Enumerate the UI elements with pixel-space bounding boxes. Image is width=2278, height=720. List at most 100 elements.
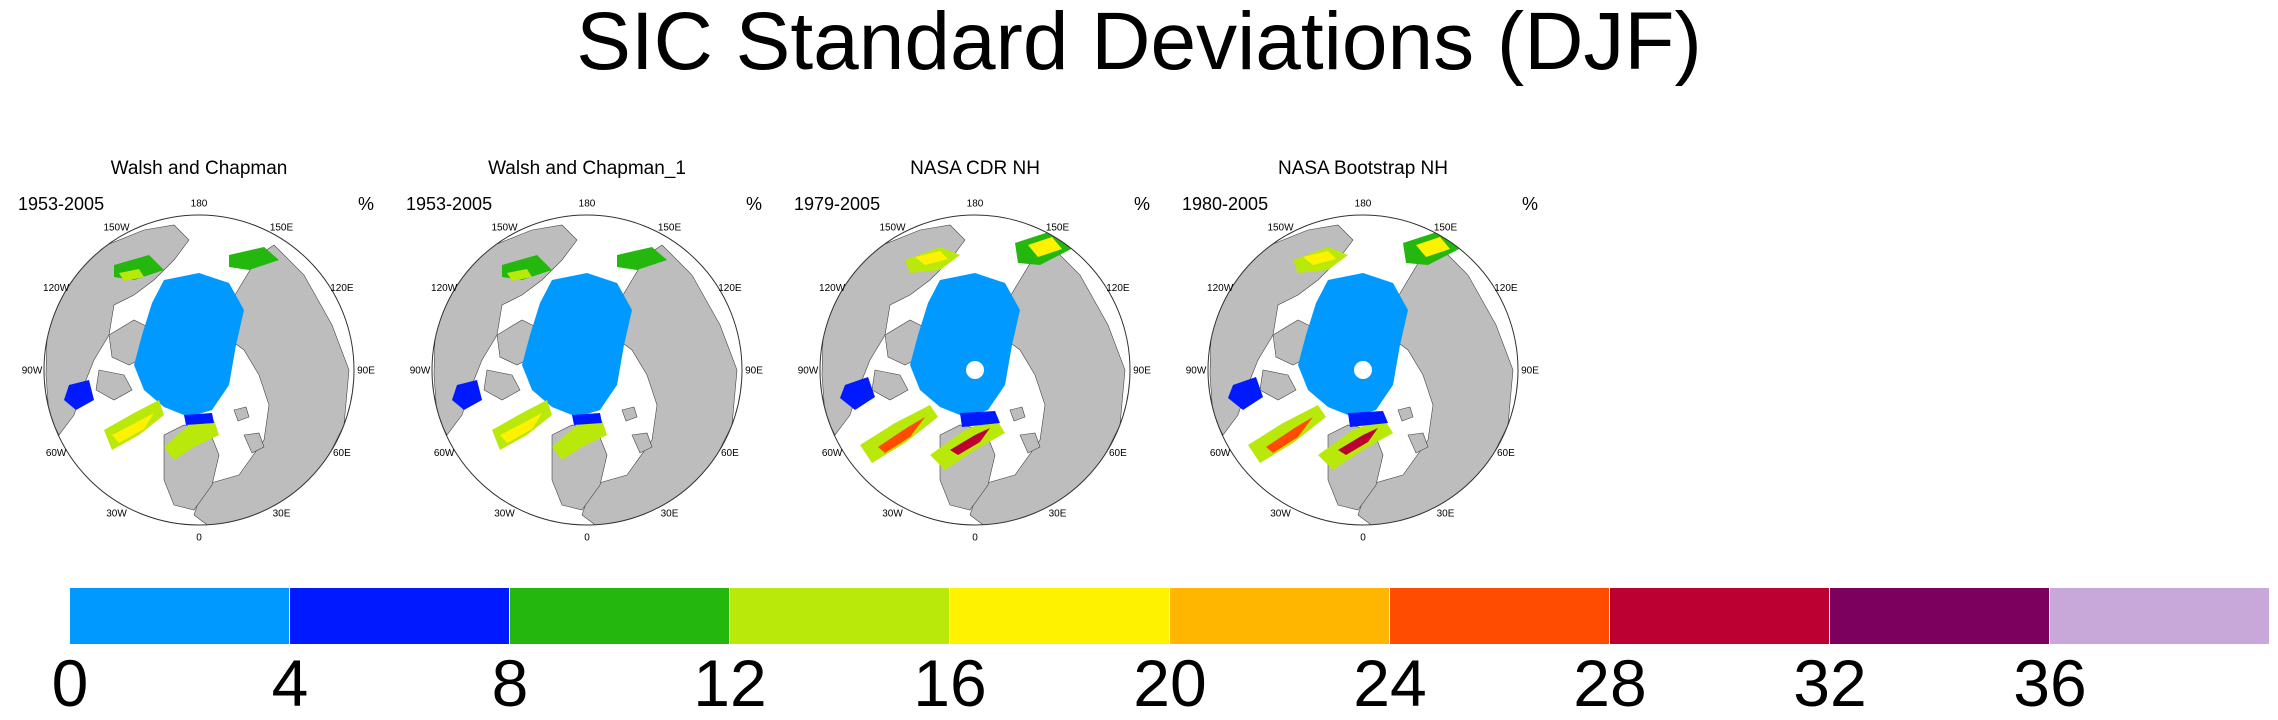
- land-mass: [233, 406, 250, 422]
- pole-hole: [966, 361, 984, 379]
- colorbar-box: [950, 588, 1170, 644]
- land-mass: [1407, 432, 1429, 454]
- colorbar-tick-label: 12: [693, 646, 767, 720]
- longitude-label: 30E: [1049, 508, 1067, 519]
- land-mass: [621, 406, 638, 422]
- longitude-label: 150E: [658, 223, 682, 234]
- longitude-label: 90W: [22, 366, 43, 377]
- sic-variability-region: [617, 247, 667, 270]
- sic-variability-region: [552, 420, 607, 460]
- longitude-label: 180: [191, 199, 208, 210]
- pole-hole: [1354, 361, 1372, 379]
- longitude-label: 30E: [1437, 508, 1455, 519]
- sea-ice-area: [1298, 273, 1408, 417]
- longitude-label: 90E: [1521, 366, 1539, 377]
- longitude-label: 60W: [434, 448, 455, 459]
- land-mass: [1259, 369, 1297, 401]
- panel-unit: %: [1521, 194, 1538, 214]
- panel-title: Walsh and Chapman_1: [488, 158, 686, 179]
- map-border: [43, 214, 355, 526]
- colorbar-box: [510, 588, 730, 644]
- panel-period: 1980-2005: [1182, 194, 1269, 214]
- panel-unit: %: [357, 194, 374, 214]
- longitude-label: 90E: [1133, 366, 1151, 377]
- sic-variability-region: [572, 413, 602, 425]
- figure-title: SIC Standard Deviations (DJF): [576, 0, 1702, 87]
- longitude-label: 150W: [1267, 223, 1294, 234]
- map-content: [821, 224, 1126, 525]
- longitude-label: 90E: [745, 366, 763, 377]
- map-panel-walsh-chapman: Walsh and Chapman 1953-2005 % 180 150E 120…: [14, 150, 384, 550]
- sea-ice-area: [910, 273, 1020, 417]
- land-mass: [243, 432, 265, 454]
- map-panel-nasa-cdr-nh: NASA CDR NH 1979-2005 % 180 150E 120E 90E 60…: [790, 150, 1160, 550]
- map-content: [433, 224, 738, 525]
- panel-period: 1953-2005: [18, 194, 105, 214]
- panel-unit: %: [745, 194, 762, 214]
- colorbar-tick-label: 20: [1133, 646, 1207, 720]
- longitude-label: 0: [196, 533, 202, 544]
- longitude-label: 150E: [1046, 223, 1070, 234]
- panel-title: NASA Bootstrap NH: [1277, 158, 1449, 179]
- longitude-label: 90W: [1186, 366, 1207, 377]
- colorbar-box: [290, 588, 510, 644]
- longitude-label: 150W: [879, 223, 906, 234]
- longitude-label: 120E: [1106, 283, 1130, 294]
- land-mass: [483, 369, 521, 401]
- land-mass: [871, 369, 909, 401]
- colorbar-box: [1390, 588, 1610, 644]
- map-border: [1207, 214, 1519, 526]
- sic-variability-region: [452, 380, 482, 410]
- longitude-label: 180: [1355, 199, 1372, 210]
- colorbar-box: [2050, 588, 2270, 644]
- land-mass: [1009, 406, 1026, 422]
- longitude-label: 30W: [494, 508, 515, 519]
- sic-variability-region: [1416, 237, 1450, 257]
- sic-variability-region: [164, 420, 219, 460]
- colorbar-tick-label: 0: [51, 646, 89, 720]
- sic-variability-region: [915, 251, 948, 265]
- colorbar-tick-label: 24: [1353, 646, 1427, 720]
- longitude-label: 90W: [798, 366, 819, 377]
- panel-period: 1953-2005: [406, 194, 493, 214]
- sic-variability-region: [184, 413, 214, 425]
- longitude-label: 0: [1360, 533, 1366, 544]
- colorbar-box: [1170, 588, 1390, 644]
- longitude-label: 60E: [333, 448, 351, 459]
- panel-title: Walsh and Chapman: [110, 158, 288, 179]
- sic-variability-region: [960, 411, 1000, 427]
- longitude-label: 60E: [1497, 448, 1515, 459]
- sic-variability-region: [1338, 428, 1378, 455]
- sic-variability-region: [1028, 237, 1062, 257]
- longitude-label: 30W: [106, 508, 127, 519]
- sea-ice-area: [134, 273, 244, 417]
- longitude-label: 0: [972, 533, 978, 544]
- longitude-label: 60W: [1210, 448, 1231, 459]
- longitude-label: 120W: [819, 283, 846, 294]
- map-border: [819, 214, 1131, 526]
- longitude-label: 90W: [410, 366, 431, 377]
- panel-unit: %: [1133, 194, 1150, 214]
- sic-variability-region: [229, 247, 279, 270]
- map-content: [45, 224, 350, 525]
- longitude-label: 120E: [718, 283, 742, 294]
- sic-variability-region: [1228, 377, 1263, 410]
- polar-stereographic-map: 180 150E 120E 90E 60E 30E 0 30W 60W 90W 120W 150W: [798, 199, 1152, 544]
- longitude-label: 30E: [273, 508, 291, 519]
- sic-variability-region: [119, 269, 144, 281]
- colorbar-tick-label: 8: [491, 646, 529, 720]
- longitude-label: 60E: [721, 448, 739, 459]
- colorbar: [70, 588, 2270, 644]
- sic-variability-region: [950, 428, 990, 455]
- longitude-label: 120E: [330, 283, 354, 294]
- longitude-label: 60W: [822, 448, 843, 459]
- colorbar-box: [1610, 588, 1830, 644]
- sic-variability-region: [112, 413, 154, 443]
- sic-variability-region: [1303, 251, 1336, 265]
- longitude-label: 150W: [103, 223, 130, 234]
- colorbar-box: [70, 588, 290, 644]
- longitude-label: 90E: [357, 366, 375, 377]
- colorbar-tick-label: 32: [1793, 646, 1867, 720]
- polar-stereographic-map: 180 150E 120E 90E 60E 30E 0 30W 60W 90W 120W 150W: [22, 199, 376, 544]
- sea-ice-area: [522, 273, 632, 417]
